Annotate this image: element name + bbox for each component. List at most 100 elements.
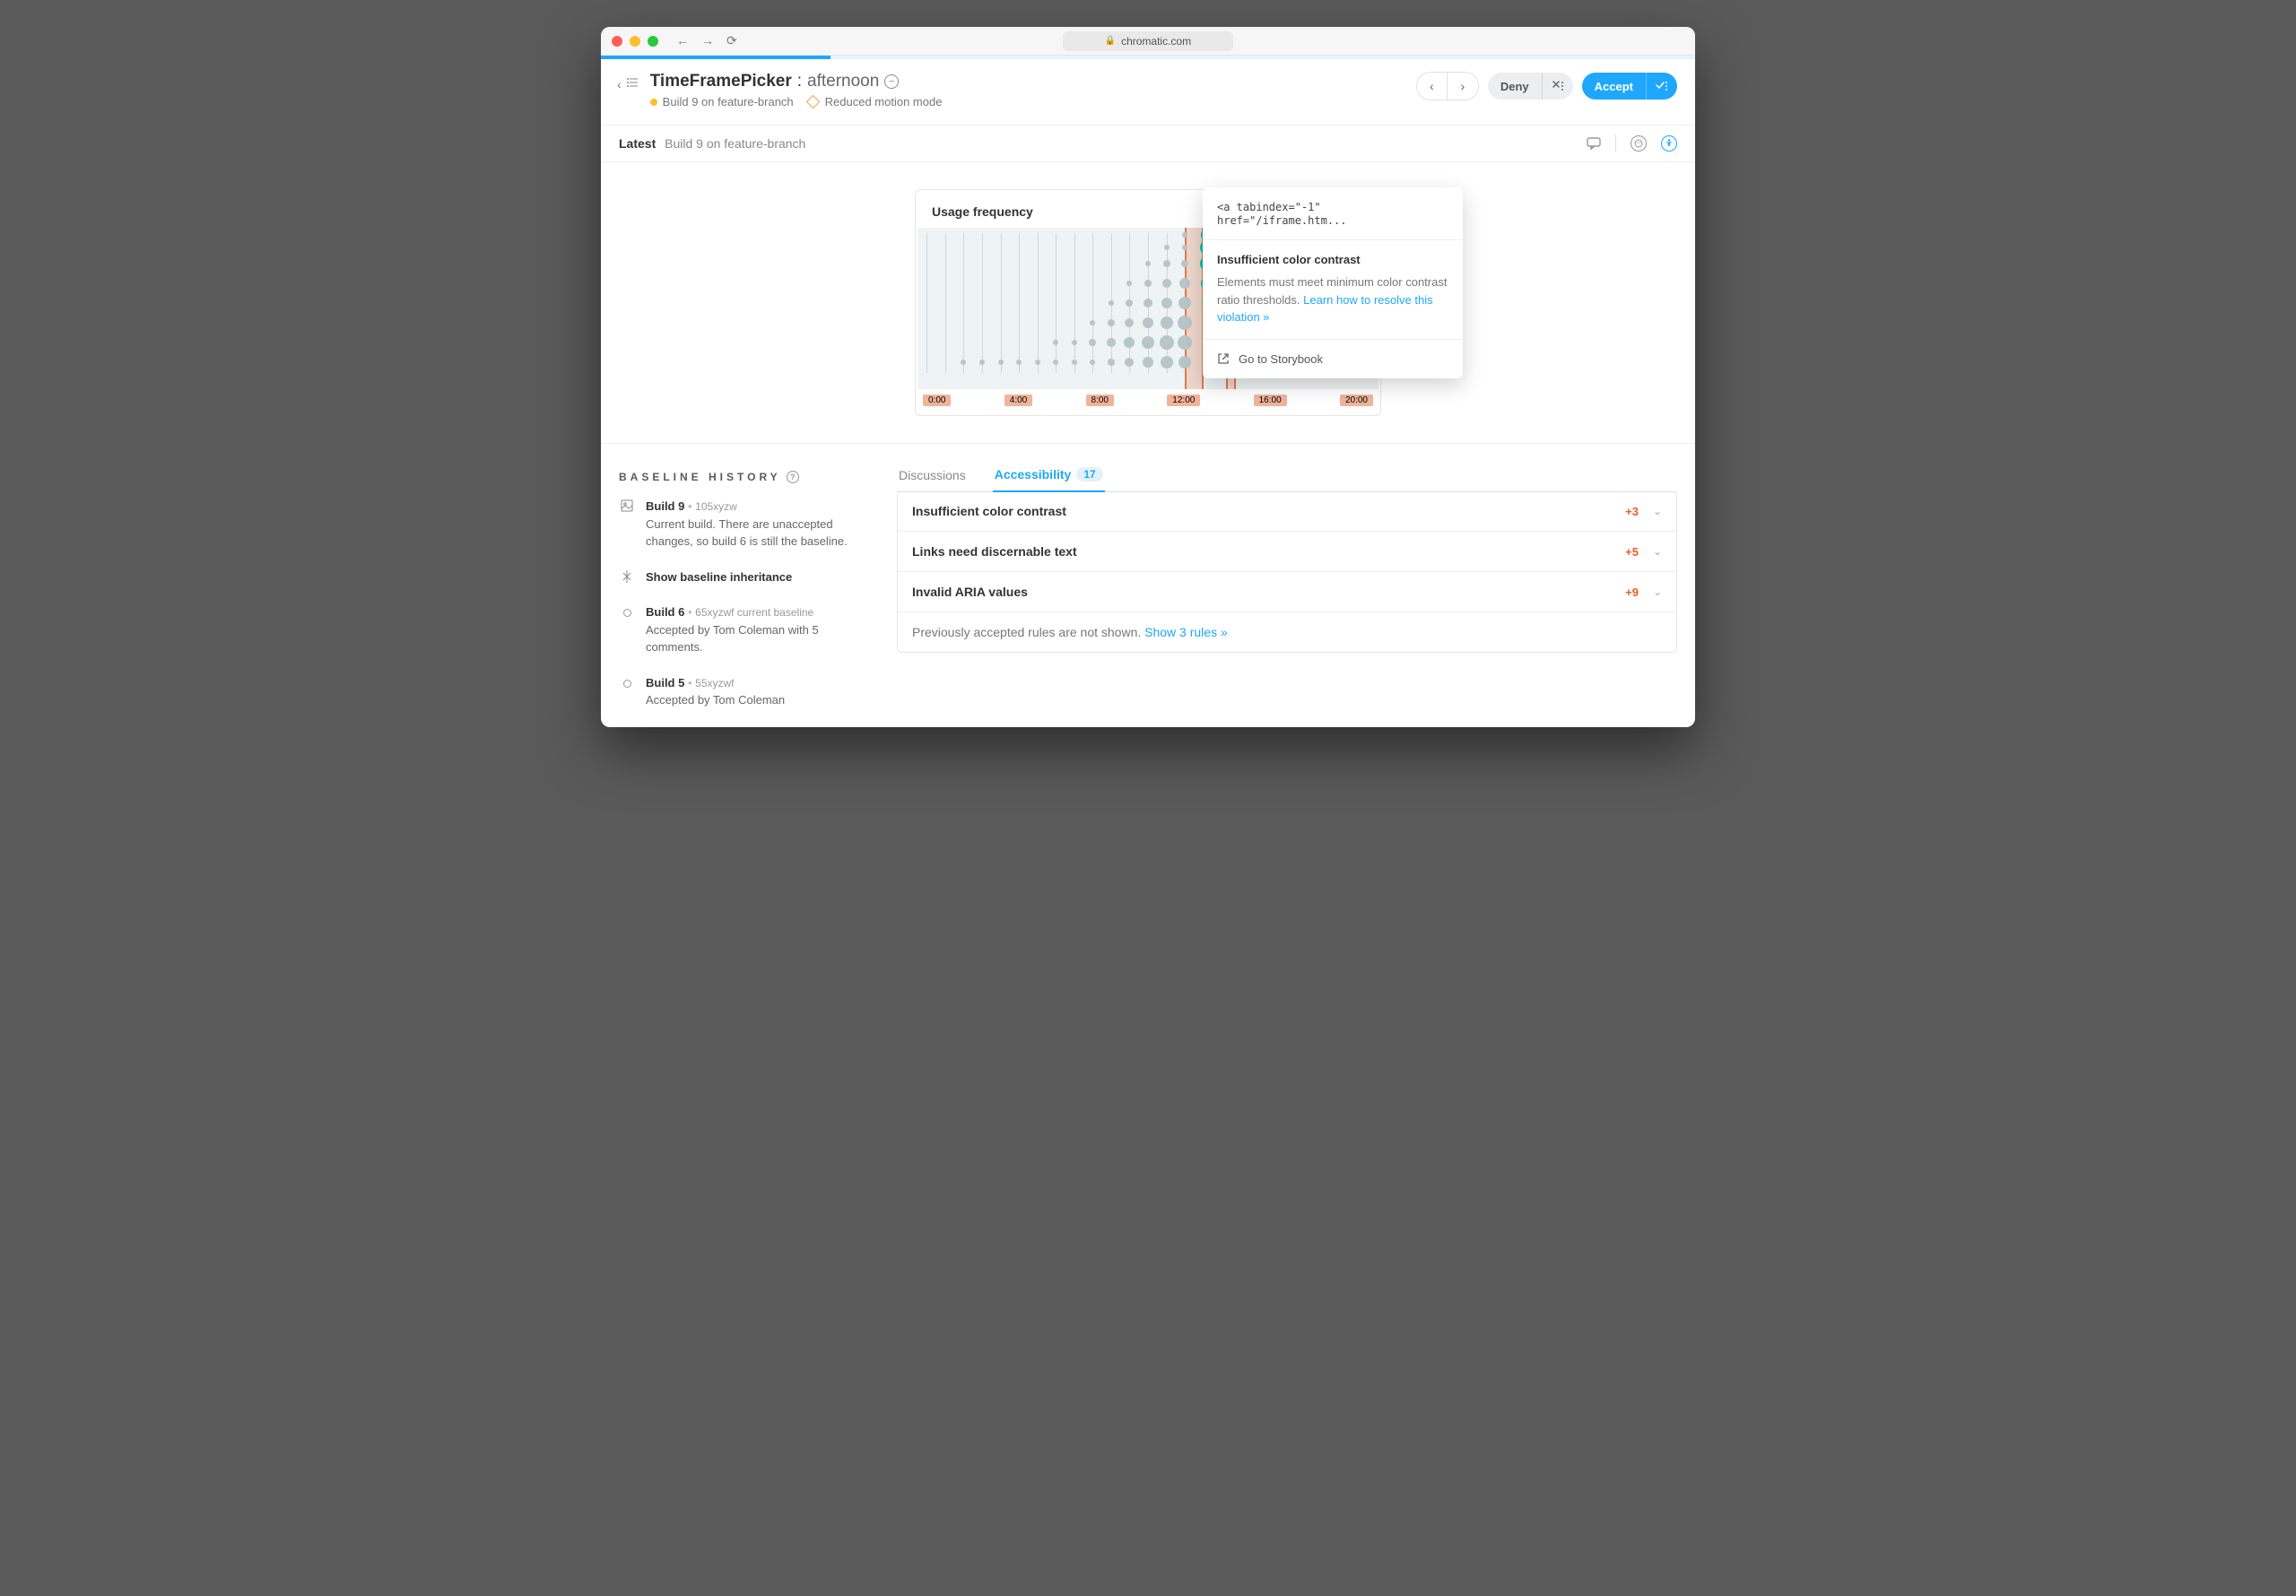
issue-list: Insufficient color contrast +3 ⌄ Links n… bbox=[897, 491, 1677, 653]
issue-name: Invalid ARIA values bbox=[912, 585, 1028, 599]
minimize-window-icon[interactable] bbox=[630, 36, 640, 47]
accept-button[interactable]: Accept bbox=[1582, 73, 1677, 100]
close-window-icon[interactable] bbox=[612, 36, 622, 47]
collapse-icon[interactable]: − bbox=[884, 74, 899, 89]
status-dot-icon bbox=[650, 99, 657, 106]
latest-tools bbox=[1587, 134, 1677, 152]
lock-icon: 🔒 bbox=[1105, 36, 1116, 46]
history-head: Build 5 • 55xyzwf bbox=[646, 674, 866, 692]
history-item: Build 6 • 65xyzwf current baseline Accep… bbox=[619, 603, 866, 656]
deny-batch-icon[interactable] bbox=[1542, 73, 1573, 100]
latest-label: Latest bbox=[619, 136, 656, 151]
chevron-down-icon: ⌄ bbox=[1653, 585, 1662, 598]
details-panel: Discussions Accessibility 17 Insufficien… bbox=[879, 444, 1695, 727]
issue-footer: Previously accepted rules are not shown.… bbox=[898, 612, 1676, 652]
accessibility-icon[interactable] bbox=[1661, 135, 1677, 152]
tab-accessibility[interactable]: Accessibility 17 bbox=[993, 467, 1105, 492]
issue-row[interactable]: Links need discernable text +5 ⌄ bbox=[898, 532, 1676, 572]
url-text: chromatic.com bbox=[1121, 35, 1191, 48]
history-head: Build 6 • 65xyzwf current baseline bbox=[646, 603, 866, 621]
popover-body-section: Insufficient color contrast Elements mus… bbox=[1203, 240, 1463, 340]
variant-name: afternoon bbox=[807, 72, 879, 91]
history-desc: Current build. There are unaccepted chan… bbox=[646, 516, 866, 551]
browser-chrome: ← → ⟳ 🔒 chromatic.com bbox=[601, 27, 1695, 56]
issue-name: Links need discernable text bbox=[912, 544, 1077, 559]
x-label: 4:00 bbox=[1004, 395, 1032, 406]
issue-row[interactable]: Invalid ARIA values +9 ⌄ bbox=[898, 572, 1676, 612]
x-label: 8:00 bbox=[1086, 395, 1114, 406]
tab-discussions[interactable]: Discussions bbox=[897, 467, 968, 491]
prev-button[interactable]: ‹ bbox=[1417, 73, 1448, 100]
header-nav: ‹ bbox=[617, 72, 638, 91]
violation-title: Insufficient color contrast bbox=[1217, 253, 1448, 266]
detail-tabs: Discussions Accessibility 17 bbox=[897, 467, 1677, 492]
history-item: Build 9 • 105xyzw Current build. There a… bbox=[619, 498, 866, 551]
footer-text: Previously accepted rules are not shown. bbox=[912, 625, 1144, 639]
page-title: TimeFramePicker : afternoon − bbox=[650, 72, 1404, 91]
issue-delta: +3 bbox=[1625, 505, 1639, 518]
header-actions: ‹ › Deny Accept bbox=[1416, 72, 1677, 100]
commit-icon bbox=[623, 609, 631, 617]
lower-panel: BASELINE HISTORY ? Build 9 • 105xyzw Cur… bbox=[601, 443, 1695, 727]
latest-bar: Latest Build 9 on feature-branch bbox=[601, 125, 1695, 162]
x-axis: 0:00 4:00 8:00 12:00 16:00 20:00 bbox=[916, 389, 1380, 406]
app-window: ← → ⟳ 🔒 chromatic.com ‹ TimeFramePicker … bbox=[601, 27, 1695, 727]
separator bbox=[1615, 134, 1616, 152]
traffic-lights bbox=[612, 36, 658, 47]
build-label: Build 9 on feature-branch bbox=[663, 95, 794, 108]
violation-popover: <a tabindex="-1" href="/iframe.htm... In… bbox=[1203, 187, 1463, 378]
accept-batch-icon[interactable] bbox=[1646, 73, 1677, 100]
maximize-window-icon[interactable] bbox=[648, 36, 658, 47]
progress-fill bbox=[601, 56, 831, 59]
back-icon[interactable]: ← bbox=[676, 33, 689, 48]
list-button[interactable] bbox=[627, 77, 638, 91]
issue-row[interactable]: Insufficient color contrast +3 ⌄ bbox=[898, 491, 1676, 532]
goto-storybook[interactable]: Go to Storybook bbox=[1203, 340, 1463, 378]
browser-nav: ← → ⟳ bbox=[676, 33, 737, 48]
url-bar[interactable]: 🔒 chromatic.com bbox=[1063, 31, 1233, 51]
preview-canvas: Usage frequency 13:30 - 14:30 0:00 4:00 … bbox=[601, 162, 1695, 443]
snapshot-icon bbox=[619, 498, 635, 551]
commit-icon bbox=[623, 680, 631, 688]
forward-icon[interactable]: → bbox=[701, 33, 714, 48]
show-rules-link[interactable]: Show 3 rules » bbox=[1144, 625, 1228, 639]
x-label: 12:00 bbox=[1167, 395, 1200, 406]
issue-count-badge: 17 bbox=[1076, 467, 1102, 481]
issue-name: Insufficient color contrast bbox=[912, 504, 1066, 518]
deny-button[interactable]: Deny bbox=[1488, 73, 1573, 100]
accept-label: Accept bbox=[1582, 73, 1646, 100]
inheritance-icon bbox=[619, 568, 635, 586]
inherit-label: Show baseline inheritance bbox=[646, 568, 866, 586]
prev-next-nav: ‹ › bbox=[1416, 72, 1479, 100]
help-icon[interactable]: ? bbox=[787, 471, 799, 483]
diamond-icon bbox=[805, 95, 820, 109]
page-header: ‹ TimeFramePicker : afternoon − Build 9 … bbox=[601, 59, 1695, 125]
latest-build: Build 9 on feature-branch bbox=[665, 136, 805, 151]
issue-delta: +5 bbox=[1625, 545, 1639, 559]
latest-label-group: Latest Build 9 on feature-branch bbox=[619, 136, 805, 151]
chevron-down-icon: ⌄ bbox=[1653, 505, 1662, 517]
popover-code-section: <a tabindex="-1" href="/iframe.htm... bbox=[1203, 187, 1463, 240]
x-label: 0:00 bbox=[923, 395, 951, 406]
history-inherit[interactable]: Show baseline inheritance bbox=[619, 568, 866, 586]
x-label: 20:00 bbox=[1340, 395, 1373, 406]
browser-test-icon[interactable] bbox=[1631, 135, 1647, 152]
violation-description: Elements must meet minimum color contras… bbox=[1217, 273, 1448, 326]
component-name: TimeFramePicker bbox=[650, 72, 792, 91]
history-desc: Accepted by Tom Coleman bbox=[646, 691, 866, 709]
history-item: Build 5 • 55xyzwf Accepted by Tom Colema… bbox=[619, 674, 866, 709]
deny-label: Deny bbox=[1488, 73, 1542, 100]
comment-icon[interactable] bbox=[1587, 136, 1601, 151]
reload-icon[interactable]: ⟳ bbox=[726, 33, 737, 48]
element-code: <a tabindex="-1" href="/iframe.htm... bbox=[1217, 201, 1347, 227]
baseline-sidebar: BASELINE HISTORY ? Build 9 • 105xyzw Cur… bbox=[601, 444, 879, 727]
subtitle: Build 9 on feature-branch Reduced motion… bbox=[650, 95, 1404, 108]
progress-bar bbox=[601, 56, 1695, 59]
title-block: TimeFramePicker : afternoon − Build 9 on… bbox=[650, 72, 1404, 108]
next-button[interactable]: › bbox=[1448, 73, 1478, 100]
history-head: Build 9 • 105xyzw bbox=[646, 498, 866, 516]
history-desc: Accepted by Tom Coleman with 5 comments. bbox=[646, 621, 866, 656]
chevron-down-icon: ⌄ bbox=[1653, 545, 1662, 558]
baseline-history-title: BASELINE HISTORY ? bbox=[619, 471, 866, 483]
back-button[interactable]: ‹ bbox=[617, 77, 622, 91]
